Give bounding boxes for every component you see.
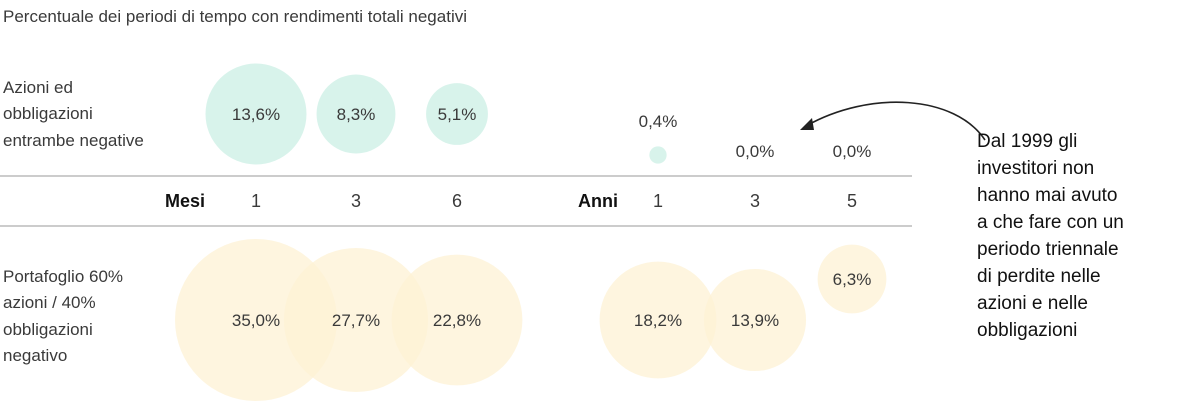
tick-month-1: 1 xyxy=(251,191,261,211)
bubble-portfolio-negative-1 xyxy=(283,247,429,393)
bubble-both-negative-0 xyxy=(205,63,307,165)
annotation-line: azioni e nelle xyxy=(977,293,1088,314)
bubble-value-labels: 13,6% 8,3% 5,1% 0,4% 0,0% 0,0% 35,0% 27,7% 22,8%… xyxy=(232,105,871,330)
value-label-both-negative-2: 5,1% xyxy=(438,105,477,124)
bubbles-both-negative xyxy=(205,63,667,165)
annotation-line: investitori non xyxy=(977,158,1094,179)
row-label-line: obbligazioni xyxy=(3,320,93,339)
annotation-line: Dal 1999 gli xyxy=(977,131,1077,152)
value-label-portfolio-negative-2: 22,8% xyxy=(433,311,481,330)
value-label-portfolio-negative-3: 18,2% xyxy=(634,311,682,330)
tick-year-3: 3 xyxy=(750,191,760,211)
tick-month-3: 3 xyxy=(351,191,361,211)
value-label-portfolio-negative-1: 27,7% xyxy=(332,311,380,330)
bubble-both-negative-1 xyxy=(316,74,396,154)
annotation-line: obbligazioni xyxy=(977,320,1077,341)
bubble-portfolio-negative-2 xyxy=(391,254,523,386)
axis-name-years: Anni xyxy=(578,191,618,211)
annotation-line: hanno mai avuto xyxy=(977,185,1118,206)
bubble-both-negative-2 xyxy=(426,83,488,145)
row-label-line: negativo xyxy=(3,346,67,365)
bubble-portfolio-negative-5 xyxy=(817,244,887,314)
axis-name-months: Mesi xyxy=(165,191,205,211)
annotation-arrow xyxy=(805,101,986,141)
annotation-text: Dal 1999 gli investitori non hanno mai a… xyxy=(977,131,1129,341)
row-label-both-negative: Azioni ed obbligazioni entrambe negative xyxy=(3,78,144,150)
bubbles-portfolio-negative xyxy=(175,239,887,401)
tick-year-5: 5 xyxy=(847,191,857,211)
value-label-both-negative-1: 8,3% xyxy=(337,105,376,124)
row-label-portfolio-negative: Portafoglio 60% azioni / 40% obbligazion… xyxy=(3,267,128,365)
tick-year-1: 1 xyxy=(653,191,663,211)
bubble-portfolio-negative-3 xyxy=(599,261,717,379)
value-label-both-negative-0: 13,6% xyxy=(232,105,280,124)
tick-month-6: 6 xyxy=(452,191,462,211)
value-label-portfolio-negative-4: 13,9% xyxy=(731,311,779,330)
row-label-line: obbligazioni xyxy=(3,104,93,123)
row-label-line: azioni / 40% xyxy=(3,293,96,312)
row-label-line: Portafoglio 60% xyxy=(3,267,123,286)
bubble-both-negative-3 xyxy=(649,146,667,164)
row-label-line: Azioni ed xyxy=(3,78,73,97)
value-label-both-negative-3: 0,4% xyxy=(639,112,678,131)
annotation-line: periodo triennale xyxy=(977,239,1119,260)
row-label-line: entrambe negative xyxy=(3,131,144,150)
value-label-portfolio-negative-0: 35,0% xyxy=(232,311,280,330)
value-label-both-negative-4: 0,0% xyxy=(736,142,775,161)
annotation-arrowhead xyxy=(800,118,814,130)
value-label-both-negative-5: 0,0% xyxy=(833,142,872,161)
annotation-line: a che fare con un xyxy=(977,212,1124,233)
annotation-line: di perdite nelle xyxy=(977,266,1101,287)
chart-title: Percentuale dei periodi di tempo con ren… xyxy=(3,7,467,26)
bubble-portfolio-negative-4 xyxy=(703,268,807,372)
value-label-portfolio-negative-5: 6,3% xyxy=(833,270,872,289)
